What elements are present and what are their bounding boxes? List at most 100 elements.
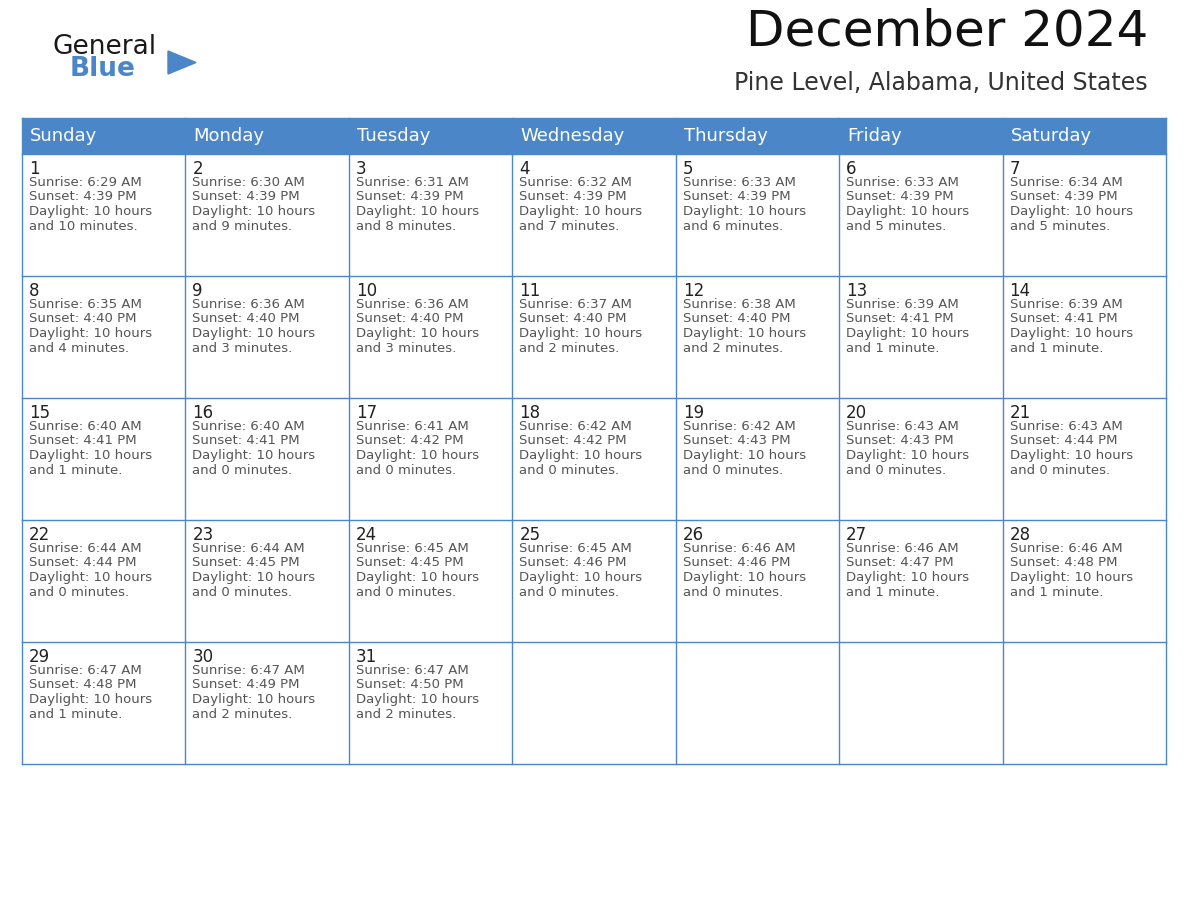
Text: Sunrise: 6:46 AM: Sunrise: 6:46 AM bbox=[846, 542, 959, 555]
Text: 31: 31 bbox=[356, 648, 377, 666]
Text: and 1 minute.: and 1 minute. bbox=[29, 708, 122, 721]
Text: Daylight: 10 hours: Daylight: 10 hours bbox=[519, 205, 643, 218]
Text: Daylight: 10 hours: Daylight: 10 hours bbox=[192, 449, 316, 462]
Text: Friday: Friday bbox=[847, 127, 902, 145]
Text: Sunrise: 6:35 AM: Sunrise: 6:35 AM bbox=[29, 298, 141, 311]
Text: Sunset: 4:50 PM: Sunset: 4:50 PM bbox=[356, 678, 463, 691]
Text: Daylight: 10 hours: Daylight: 10 hours bbox=[1010, 571, 1132, 584]
Text: and 0 minutes.: and 0 minutes. bbox=[192, 586, 292, 599]
Text: Daylight: 10 hours: Daylight: 10 hours bbox=[356, 571, 479, 584]
Bar bbox=[512, 276, 676, 398]
Bar bbox=[676, 118, 839, 154]
Text: 28: 28 bbox=[1010, 526, 1031, 544]
Bar bbox=[839, 642, 1003, 764]
Bar bbox=[349, 276, 512, 398]
Text: 18: 18 bbox=[519, 404, 541, 422]
Text: Sunrise: 6:33 AM: Sunrise: 6:33 AM bbox=[846, 176, 959, 189]
Bar bbox=[23, 154, 185, 276]
Text: 12: 12 bbox=[683, 282, 704, 300]
Text: Sunday: Sunday bbox=[30, 127, 97, 145]
Text: 10: 10 bbox=[356, 282, 377, 300]
Text: and 8 minutes.: and 8 minutes. bbox=[356, 219, 456, 232]
Bar bbox=[676, 642, 839, 764]
Text: Sunrise: 6:29 AM: Sunrise: 6:29 AM bbox=[29, 176, 141, 189]
Text: 16: 16 bbox=[192, 404, 214, 422]
Bar bbox=[1003, 398, 1165, 520]
Bar bbox=[839, 276, 1003, 398]
Text: and 3 minutes.: and 3 minutes. bbox=[192, 341, 292, 354]
Text: and 9 minutes.: and 9 minutes. bbox=[192, 219, 292, 232]
Text: 2: 2 bbox=[192, 160, 203, 178]
Text: Sunset: 4:40 PM: Sunset: 4:40 PM bbox=[519, 312, 627, 326]
Text: Sunset: 4:49 PM: Sunset: 4:49 PM bbox=[192, 678, 299, 691]
Text: Daylight: 10 hours: Daylight: 10 hours bbox=[846, 327, 969, 340]
Bar bbox=[185, 154, 349, 276]
Text: Daylight: 10 hours: Daylight: 10 hours bbox=[683, 449, 805, 462]
Text: Sunset: 4:39 PM: Sunset: 4:39 PM bbox=[29, 191, 137, 204]
Text: Sunrise: 6:36 AM: Sunrise: 6:36 AM bbox=[192, 298, 305, 311]
Text: and 6 minutes.: and 6 minutes. bbox=[683, 219, 783, 232]
Text: 14: 14 bbox=[1010, 282, 1031, 300]
Text: Sunset: 4:44 PM: Sunset: 4:44 PM bbox=[29, 556, 137, 569]
Text: Daylight: 10 hours: Daylight: 10 hours bbox=[683, 205, 805, 218]
Bar bbox=[839, 154, 1003, 276]
Text: 30: 30 bbox=[192, 648, 214, 666]
Bar bbox=[349, 398, 512, 520]
Text: Sunset: 4:40 PM: Sunset: 4:40 PM bbox=[192, 312, 299, 326]
Bar bbox=[23, 642, 185, 764]
Text: Sunrise: 6:40 AM: Sunrise: 6:40 AM bbox=[29, 420, 141, 433]
Bar bbox=[676, 398, 839, 520]
Text: Daylight: 10 hours: Daylight: 10 hours bbox=[683, 327, 805, 340]
Text: and 0 minutes.: and 0 minutes. bbox=[356, 464, 456, 476]
Bar bbox=[512, 398, 676, 520]
Text: 4: 4 bbox=[519, 160, 530, 178]
Text: and 0 minutes.: and 0 minutes. bbox=[683, 586, 783, 599]
Text: Sunrise: 6:40 AM: Sunrise: 6:40 AM bbox=[192, 420, 305, 433]
Text: and 1 minute.: and 1 minute. bbox=[846, 341, 940, 354]
Text: and 1 minute.: and 1 minute. bbox=[1010, 586, 1102, 599]
Text: General: General bbox=[52, 34, 156, 60]
Text: and 2 minutes.: and 2 minutes. bbox=[683, 341, 783, 354]
Text: Pine Level, Alabama, United States: Pine Level, Alabama, United States bbox=[734, 71, 1148, 95]
Text: 20: 20 bbox=[846, 404, 867, 422]
Text: 26: 26 bbox=[683, 526, 703, 544]
Text: Daylight: 10 hours: Daylight: 10 hours bbox=[683, 571, 805, 584]
Bar bbox=[349, 118, 512, 154]
Text: Sunrise: 6:30 AM: Sunrise: 6:30 AM bbox=[192, 176, 305, 189]
Text: Daylight: 10 hours: Daylight: 10 hours bbox=[1010, 449, 1132, 462]
Text: and 5 minutes.: and 5 minutes. bbox=[1010, 219, 1110, 232]
Text: Daylight: 10 hours: Daylight: 10 hours bbox=[192, 571, 316, 584]
Text: Sunrise: 6:42 AM: Sunrise: 6:42 AM bbox=[683, 420, 796, 433]
Text: Sunset: 4:41 PM: Sunset: 4:41 PM bbox=[29, 434, 137, 447]
Text: Sunset: 4:40 PM: Sunset: 4:40 PM bbox=[356, 312, 463, 326]
Bar bbox=[349, 520, 512, 642]
Text: Sunset: 4:41 PM: Sunset: 4:41 PM bbox=[192, 434, 301, 447]
Text: and 7 minutes.: and 7 minutes. bbox=[519, 219, 619, 232]
Bar bbox=[839, 520, 1003, 642]
Polygon shape bbox=[168, 51, 196, 74]
Text: Sunset: 4:40 PM: Sunset: 4:40 PM bbox=[29, 312, 137, 326]
Text: Sunset: 4:39 PM: Sunset: 4:39 PM bbox=[846, 191, 954, 204]
Bar bbox=[1003, 276, 1165, 398]
Text: and 0 minutes.: and 0 minutes. bbox=[683, 464, 783, 476]
Text: Daylight: 10 hours: Daylight: 10 hours bbox=[846, 449, 969, 462]
Bar bbox=[185, 642, 349, 764]
Bar bbox=[23, 398, 185, 520]
Text: Sunset: 4:45 PM: Sunset: 4:45 PM bbox=[356, 556, 463, 569]
Bar bbox=[839, 118, 1003, 154]
Bar bbox=[185, 520, 349, 642]
Text: Sunrise: 6:46 AM: Sunrise: 6:46 AM bbox=[683, 542, 795, 555]
Text: Sunrise: 6:33 AM: Sunrise: 6:33 AM bbox=[683, 176, 796, 189]
Text: Daylight: 10 hours: Daylight: 10 hours bbox=[519, 327, 643, 340]
Text: and 0 minutes.: and 0 minutes. bbox=[846, 464, 947, 476]
Bar bbox=[23, 276, 185, 398]
Text: Daylight: 10 hours: Daylight: 10 hours bbox=[356, 327, 479, 340]
Text: Tuesday: Tuesday bbox=[356, 127, 430, 145]
Text: 1: 1 bbox=[29, 160, 39, 178]
Text: Daylight: 10 hours: Daylight: 10 hours bbox=[29, 693, 152, 706]
Text: Sunrise: 6:37 AM: Sunrise: 6:37 AM bbox=[519, 298, 632, 311]
Text: Daylight: 10 hours: Daylight: 10 hours bbox=[356, 449, 479, 462]
Text: and 2 minutes.: and 2 minutes. bbox=[192, 708, 292, 721]
Text: 22: 22 bbox=[29, 526, 50, 544]
Text: Daylight: 10 hours: Daylight: 10 hours bbox=[356, 693, 479, 706]
